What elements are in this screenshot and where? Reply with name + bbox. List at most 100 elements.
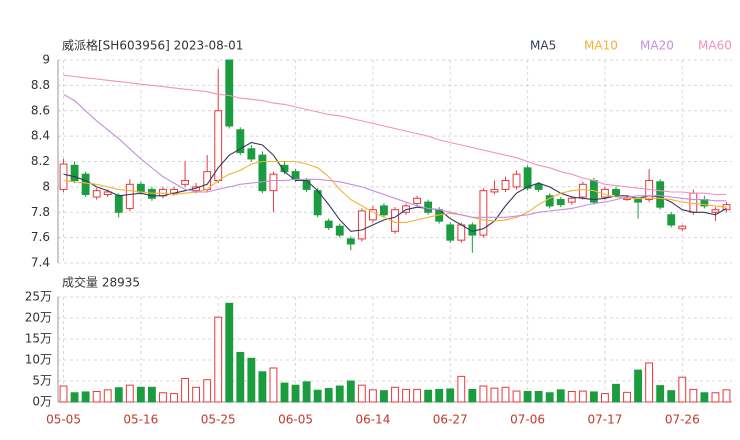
volume-title: 成交量 28935 [62, 275, 140, 290]
volume-bar [468, 388, 477, 403]
candle-body [147, 188, 156, 199]
candle-body [490, 188, 499, 193]
volume-bar [225, 302, 234, 403]
x-tick-label: 05-05 [46, 413, 81, 427]
volume-bar [258, 371, 267, 403]
x-tick-label: 05-25 [201, 413, 236, 427]
volume-bar [324, 388, 333, 403]
x-tick-label: 06-05 [278, 413, 313, 427]
candle-body [269, 173, 278, 192]
volume-bar [291, 384, 300, 403]
chart-title: 威派格[SH603956] 2023-08-01 [62, 38, 243, 53]
volume-bar [435, 388, 444, 403]
y-tick-label: 8.4 [31, 129, 50, 143]
candle-body [578, 183, 587, 198]
candle-body [236, 129, 245, 154]
volume-bar [479, 385, 488, 403]
candle-body [92, 190, 101, 198]
candle-body [534, 183, 543, 190]
candle-body [357, 210, 366, 240]
volume-bar [70, 392, 79, 403]
y-tick-label: 8.6 [31, 103, 50, 117]
ma-line [63, 93, 727, 218]
x-tick-label: 07-26 [665, 413, 700, 427]
volume-bar [103, 389, 112, 403]
candle-body [214, 110, 223, 182]
volume-bar [700, 392, 709, 403]
candle-body [446, 224, 455, 241]
y-tick-label: 8.8 [31, 78, 50, 92]
volume-bar [711, 392, 720, 403]
volume-bar [159, 392, 167, 403]
candle-body [634, 199, 643, 203]
candle-body [247, 148, 256, 160]
candle-body [181, 180, 189, 185]
ma-line [63, 74, 727, 196]
volume-bar [92, 391, 101, 403]
candle-body [225, 59, 234, 127]
volume-bar [578, 390, 587, 403]
volume-bar [645, 362, 654, 403]
candle-body [81, 173, 90, 195]
x-tick-label: 06-14 [355, 413, 390, 427]
ma-line [63, 160, 727, 223]
volume-bar [656, 385, 665, 403]
volume-tick-label: 20万 [25, 311, 52, 325]
x-tick-label: 05-16 [123, 413, 158, 427]
volume-bar [534, 391, 543, 403]
volume-bar [59, 385, 68, 403]
candle-body [523, 167, 532, 189]
volume-bar [722, 389, 731, 403]
volume-bar [523, 391, 532, 403]
volume-bar [623, 391, 631, 403]
volume-bar [446, 388, 455, 403]
candle-body [125, 183, 134, 209]
volume-bar [424, 389, 433, 403]
legend-entry: MA10 [584, 39, 618, 53]
volume-bar [247, 357, 256, 403]
volume-bar [402, 388, 410, 403]
volume-bar [302, 381, 311, 403]
volume-bar [457, 375, 466, 403]
candle-body [656, 181, 665, 208]
volume-bar [391, 386, 399, 403]
candle-body [114, 195, 123, 213]
volume-bar [380, 390, 388, 403]
x-tick-label: 06-27 [433, 413, 468, 427]
volume-bar [147, 386, 156, 403]
volume-bar [601, 393, 609, 403]
volume-bar [81, 391, 90, 403]
candle-body [457, 224, 466, 241]
candle-body [368, 209, 377, 221]
candle-body [667, 214, 676, 226]
volume-bar [335, 385, 344, 403]
candle-body [346, 238, 355, 245]
volume-bar [181, 377, 189, 403]
volume-tick-label: 5万 [32, 374, 52, 388]
candle-body [335, 225, 344, 236]
candle-body [479, 190, 488, 236]
candle-body [380, 205, 388, 216]
candle-body [70, 164, 79, 182]
candle-body [678, 225, 687, 230]
volume-bar [490, 387, 499, 403]
volume-tick-label: 0万 [32, 395, 52, 409]
candle-body [391, 209, 399, 232]
volume-bar [170, 393, 178, 403]
volume-tick-label: 25万 [25, 290, 52, 304]
legend-entry: MA60 [698, 39, 732, 53]
y-tick-label: 7.6 [31, 230, 50, 244]
volume-bar [368, 389, 377, 403]
candle-body [302, 180, 311, 190]
volume-bar [192, 386, 201, 403]
y-tick-label: 8.2 [31, 154, 50, 168]
y-tick-label: 7.8 [31, 205, 50, 219]
volume-bar [280, 382, 289, 403]
candle-body [413, 197, 422, 204]
candle-body [258, 154, 267, 192]
candle-body [501, 180, 510, 190]
candle-body [103, 191, 112, 195]
volume-bar [678, 376, 687, 403]
volume-bar [357, 384, 366, 403]
